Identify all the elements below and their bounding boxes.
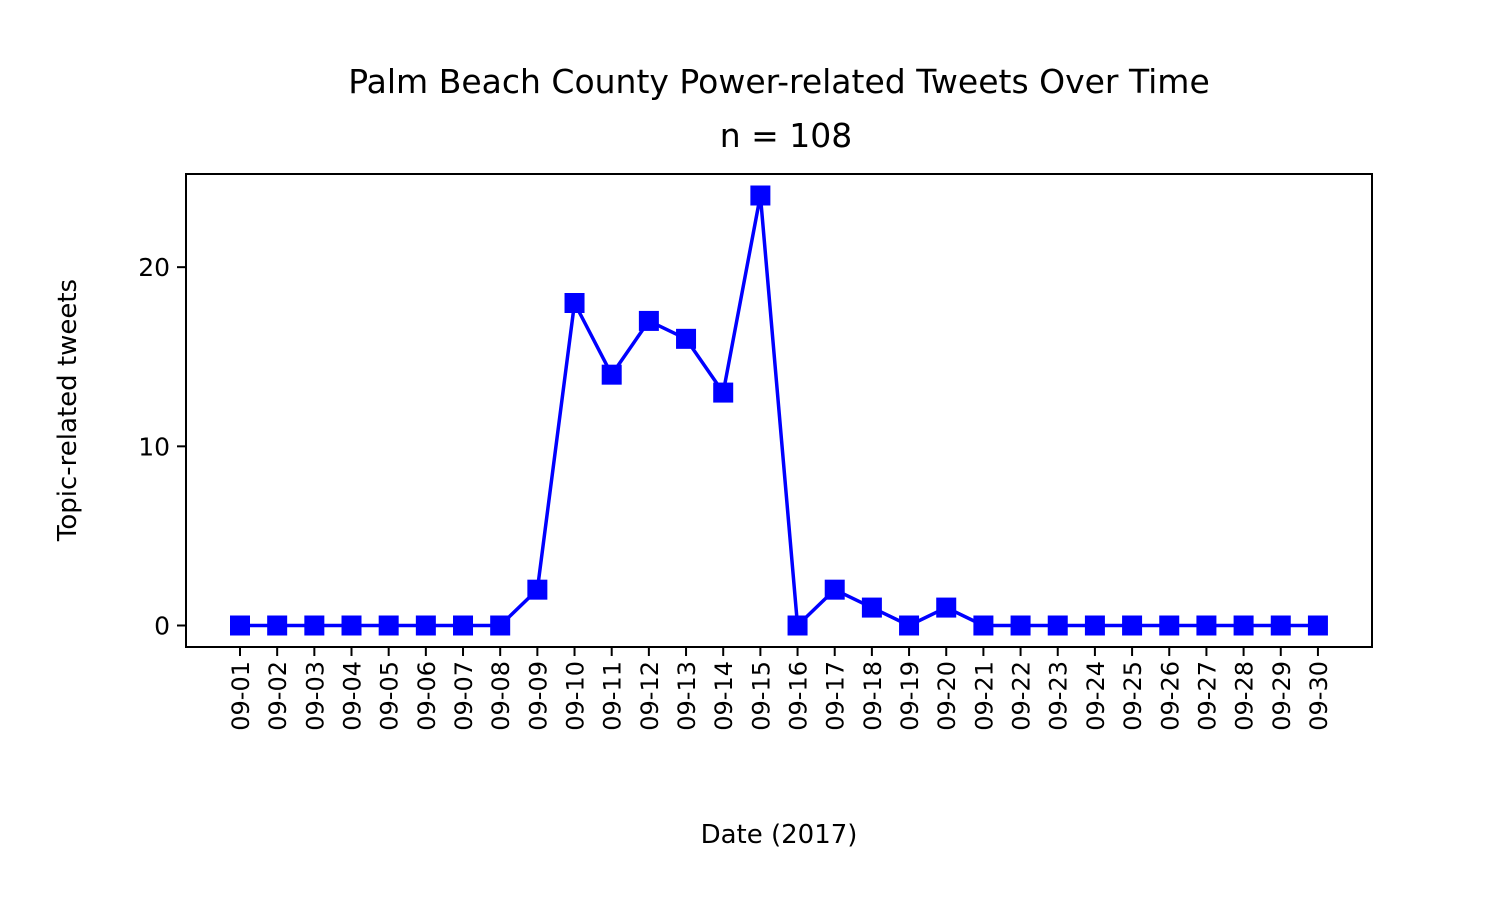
y-axis-label: Topic-related tweets <box>53 279 83 542</box>
x-tick-label: 09-16 <box>785 661 813 731</box>
data-point <box>564 293 585 313</box>
plot-area: 0 10 20 09-01 09-02 09-03 09-04 09-05 09-06 09-07… <box>138 173 1373 731</box>
x-tick-label: 09-02 <box>264 661 292 731</box>
data-point <box>1159 615 1180 636</box>
data-point <box>787 615 808 636</box>
x-tick-label: 09-04 <box>339 661 367 731</box>
x-tick-label: 09-23 <box>1045 661 1073 731</box>
x-tick-label: 09-06 <box>413 661 441 731</box>
data-point <box>1196 615 1217 636</box>
plot-frame <box>185 173 1373 648</box>
x-tick-label: 09-25 <box>1119 661 1147 731</box>
data-point <box>750 185 771 206</box>
data-point <box>861 597 882 618</box>
x-tick-label: 09-29 <box>1268 661 1296 731</box>
data-point <box>1307 615 1328 636</box>
x-axis-label: Date (2017) <box>701 820 858 850</box>
x-tick-label: 09-21 <box>970 661 998 731</box>
x-tick-label: 09-26 <box>1156 661 1184 731</box>
x-tick-label: 09-08 <box>487 661 515 731</box>
data-point <box>267 615 288 636</box>
x-tick-label: 09-12 <box>636 661 664 731</box>
y-tick-label: 0 <box>154 612 170 641</box>
data-point <box>378 615 399 636</box>
x-tick-label: 09-09 <box>524 661 552 731</box>
x-tick-label: 09-07 <box>450 661 478 731</box>
data-point <box>490 615 511 636</box>
data-point <box>341 615 362 636</box>
data-point <box>899 615 920 636</box>
y-tick-label: 10 <box>138 432 170 461</box>
x-tick-label: 09-15 <box>747 661 775 731</box>
data-point <box>676 328 697 349</box>
x-tick-label: 09-05 <box>376 661 404 731</box>
x-tick-label: 09-22 <box>1008 661 1036 731</box>
data-point <box>527 579 548 600</box>
chart-title: Palm Beach County Power-related Tweets O… <box>348 62 1210 101</box>
x-tick-label: 09-30 <box>1305 661 1333 731</box>
x-tick-label: 09-01 <box>227 661 255 731</box>
data-point <box>1010 615 1031 636</box>
data-point <box>1270 615 1291 636</box>
data-point <box>973 615 994 636</box>
data-point <box>601 364 622 385</box>
x-tick-label: 09-20 <box>933 661 961 731</box>
series-line <box>240 193 1318 628</box>
x-tick-label: 09-11 <box>599 661 627 731</box>
data-point <box>1122 615 1143 636</box>
y-tick-label: 20 <box>138 253 170 282</box>
x-tick-label: 09-14 <box>710 661 738 731</box>
data-point <box>713 382 734 403</box>
x-tick-label: 09-27 <box>1193 661 1221 731</box>
x-tick-label: 09-03 <box>301 661 329 731</box>
data-point <box>304 615 325 636</box>
x-tick-label: 09-13 <box>673 661 701 731</box>
data-point <box>824 579 845 600</box>
data-point <box>1084 615 1105 636</box>
x-tick-label: 09-18 <box>859 661 887 731</box>
data-point <box>415 615 436 636</box>
data-point <box>230 615 250 636</box>
x-tick-label: 09-28 <box>1231 661 1259 731</box>
x-tick-label: 09-17 <box>822 661 850 731</box>
x-tick-label: 09-24 <box>1082 661 1110 731</box>
chart-subtitle: n = 108 <box>720 116 853 155</box>
data-point <box>453 615 474 636</box>
data-point <box>936 597 957 618</box>
data-point <box>638 310 659 331</box>
data-point <box>1233 615 1254 636</box>
x-tick-label: 09-10 <box>562 661 590 731</box>
data-point <box>1047 615 1068 636</box>
x-tick-label: 09-19 <box>896 661 924 731</box>
